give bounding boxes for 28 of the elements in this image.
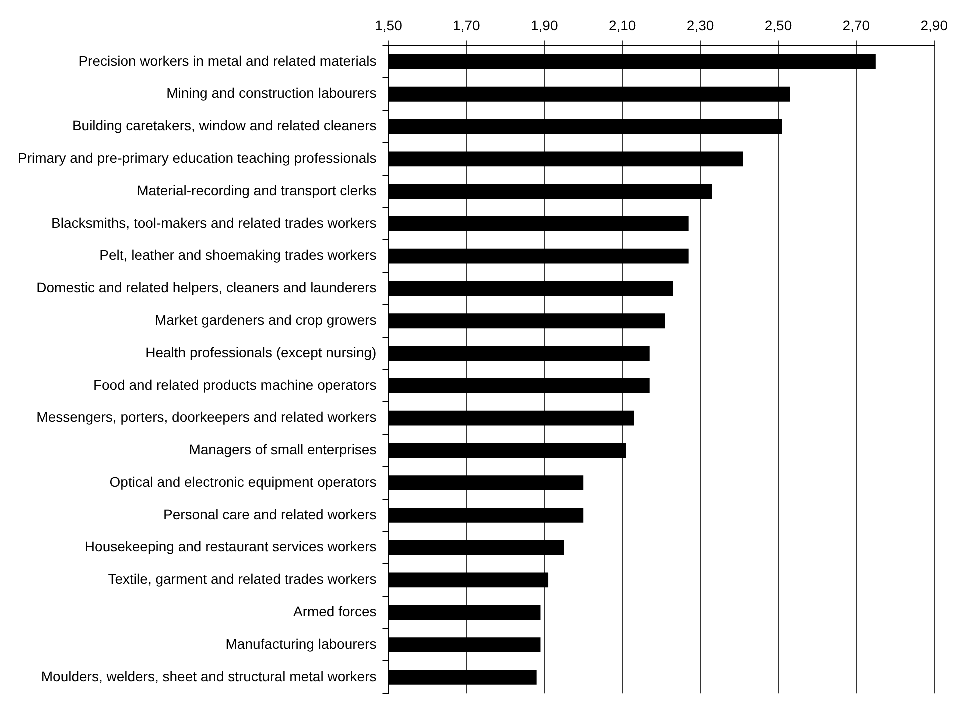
x-tick-label: 2,50 bbox=[764, 17, 792, 34]
y-tick-label: Domestic and related helpers, cleaners and launderers bbox=[36, 280, 377, 296]
y-tick-label: Textile, garment and related trades workers bbox=[108, 571, 377, 588]
x-tick-label: 1,50 bbox=[375, 17, 403, 34]
x-tick-label: 2,90 bbox=[920, 17, 948, 34]
y-tick-label: Moulders, welders, sheet and structural metal workers bbox=[41, 668, 377, 684]
y-tick-label: Pelt, leather and shoemaking trades workers bbox=[100, 247, 377, 264]
y-tick-label: Blacksmiths, tool-makers and related trades workers bbox=[51, 214, 377, 231]
y-tick-label: Primary and pre-primary education teaching professionals bbox=[18, 150, 377, 166]
y-tick-label: Building caretakers, window and related cleaners bbox=[72, 118, 377, 134]
y-tick-label: Food and related products machine operators bbox=[93, 376, 377, 393]
y-tick-label: Armed forces bbox=[293, 603, 377, 620]
y-tick-label: Optical and electronic equipment operators bbox=[110, 474, 377, 490]
y-tick-label: Market gardeners and crop growers bbox=[154, 312, 377, 328]
y-tick-label: Managers of small enterprises bbox=[189, 442, 377, 458]
y-tick-label: Material-recording and transport clerks bbox=[137, 182, 377, 198]
y-tick-label: Messengers, porters, doorkeepers and related workers bbox=[36, 409, 377, 426]
x-tick-label: 2,10 bbox=[608, 17, 636, 34]
y-tick-label: Housekeeping and restaurant services workers bbox=[84, 538, 377, 555]
x-tick-label: 1,90 bbox=[531, 17, 558, 34]
x-tick-label: 2,70 bbox=[842, 17, 870, 34]
y-tick-label: Health professionals (except nursing) bbox=[146, 344, 377, 360]
x-tick-label: 1,70 bbox=[453, 17, 481, 34]
y-tick-label: Personal care and related workers bbox=[163, 506, 377, 522]
x-tick-label: 2,30 bbox=[686, 17, 714, 34]
y-tick-label: Precision workers in metal and related materials bbox=[78, 52, 377, 69]
y-tick-label: Mining and construction labourers bbox=[166, 85, 377, 102]
y-tick-label: Manufacturing labourers bbox=[226, 636, 377, 652]
